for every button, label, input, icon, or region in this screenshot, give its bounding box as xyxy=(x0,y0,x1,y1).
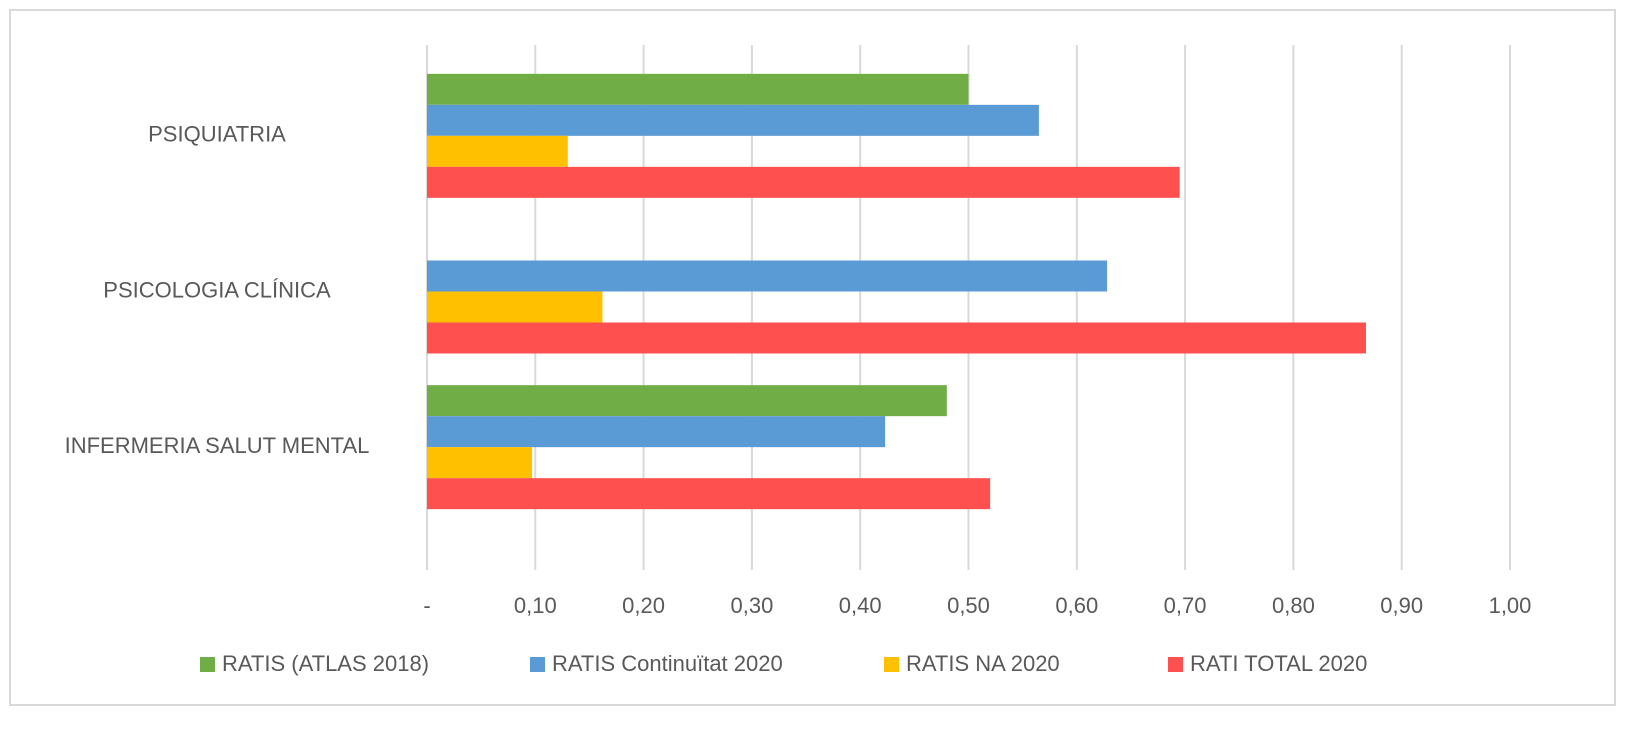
bar xyxy=(427,416,886,448)
bar xyxy=(427,447,533,479)
bar xyxy=(427,73,969,105)
legend-swatch xyxy=(884,657,899,672)
x-tick-label: 0,90 xyxy=(1380,593,1423,618)
x-tick-label: 0,80 xyxy=(1272,593,1315,618)
y-tick-label: INFERMERIA SALUT MENTAL xyxy=(65,433,370,458)
y-tick-label: PSIQUIATRIA xyxy=(148,122,286,147)
x-tick-label: 0,40 xyxy=(839,593,882,618)
x-tick-label: 1,00 xyxy=(1489,593,1532,618)
bar xyxy=(427,260,1108,292)
x-tick-label: 0,70 xyxy=(1164,593,1207,618)
legend-label: RATI TOTAL 2020 xyxy=(1190,651,1367,676)
bar xyxy=(427,322,1366,354)
legend-label: RATIS Continuïtat 2020 xyxy=(552,651,783,676)
x-tick-label: 0,10 xyxy=(514,593,557,618)
bar xyxy=(427,478,991,510)
y-tick-label: PSICOLOGIA CLÍNICA xyxy=(103,277,331,302)
x-tick-label: 0,30 xyxy=(730,593,773,618)
x-tick-label: - xyxy=(423,593,430,618)
bar xyxy=(427,166,1180,198)
bar xyxy=(427,104,1039,136)
x-tick-label: 0,20 xyxy=(622,593,665,618)
bar xyxy=(427,291,603,323)
x-tick-label: 0,60 xyxy=(1055,593,1098,618)
x-tick-label: 0,50 xyxy=(947,593,990,618)
bar xyxy=(427,135,568,167)
bar xyxy=(427,385,947,417)
legend-swatch xyxy=(200,657,215,672)
legend-label: RATIS NA 2020 xyxy=(906,651,1060,676)
legend-swatch xyxy=(1168,657,1183,672)
legend-swatch xyxy=(530,657,545,672)
legend-label: RATIS (ATLAS 2018) xyxy=(222,651,429,676)
